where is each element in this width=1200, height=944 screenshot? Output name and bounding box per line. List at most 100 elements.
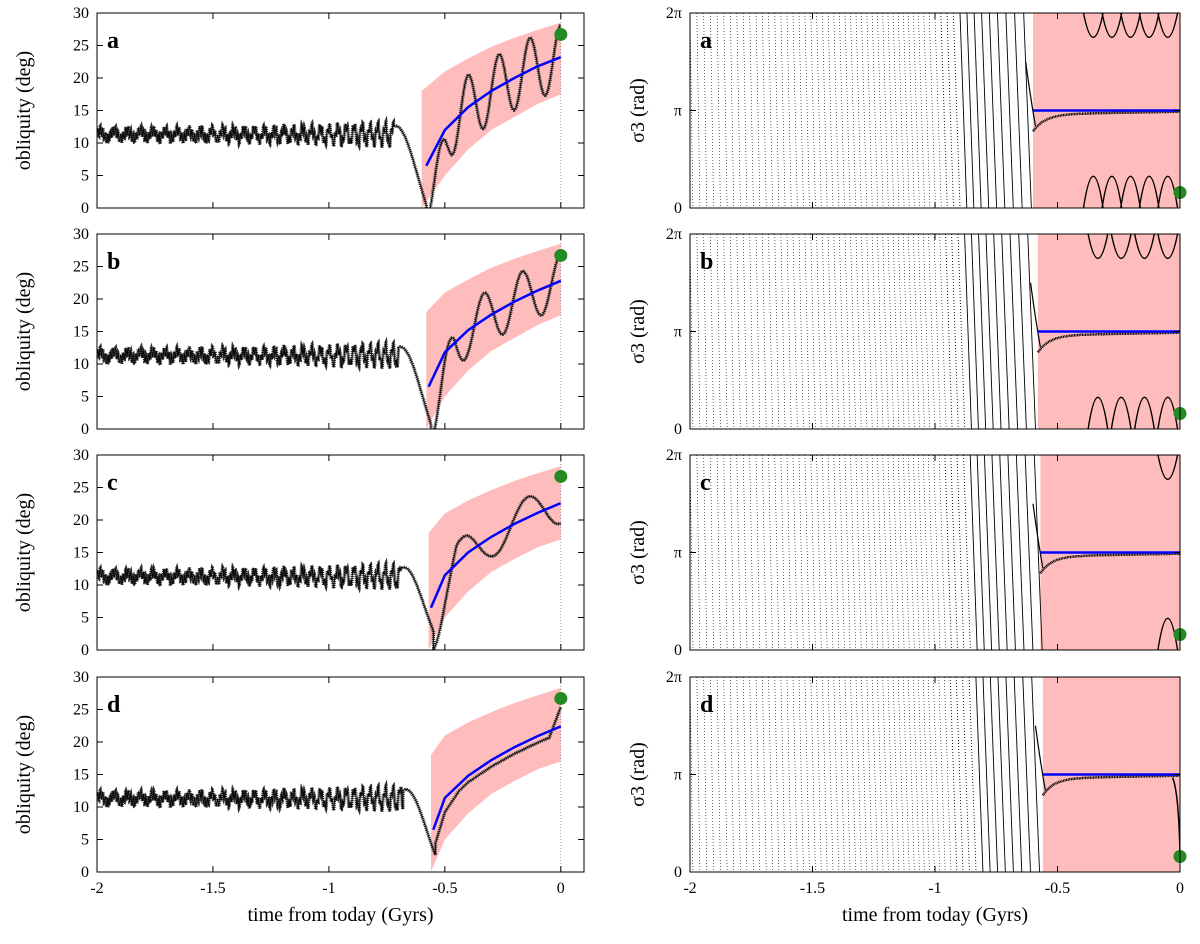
phase-streak [975,677,984,872]
capture-trace [1034,725,1046,791]
phase-streak [969,455,978,650]
libration-lobe [1110,234,1132,259]
libration-lobe [1157,234,1179,259]
phase-streak [877,677,884,872]
phase-streak [703,677,708,872]
libration-trace [1039,552,1180,575]
phase-streak [736,13,741,208]
phase-streak [833,677,840,872]
phase-streak [871,455,878,650]
y-tick-label: 20 [73,291,89,308]
y-tick-label: 5 [81,832,89,849]
band-area [430,688,561,872]
phase-streak [981,13,990,208]
phase-streak [736,234,741,429]
y-axis-label: obliquity (deg) [13,51,35,170]
phase-streak [1001,234,1010,429]
phase-streak [804,13,810,208]
phase-streak [690,455,694,650]
phase-streak [897,13,905,208]
phase-streak [798,677,804,872]
phase-streak [866,13,873,208]
panel-label: b [700,249,713,275]
chart-panel-sigma3-d: -2 -1.5 -1 -0.5 0 0 π 2π σ3 (rad) time from today… [627,669,1187,926]
plot-area [97,22,562,208]
y-tick-label: 2π [666,447,682,464]
y-tick-label: 0 [674,200,682,217]
y-tick-label: 10 [73,356,89,373]
chart-panel-obliquity-d: -2 -1.5 -1 -0.5 0 0 5 10 15 20 25 30 obliquity (deg)… [13,669,585,926]
y-tick-label: 20 [73,70,89,87]
y-tick-label: 0 [81,864,89,881]
libration-lobe [1110,396,1132,429]
phase-streak [997,677,1006,872]
phase-streak [786,455,792,650]
phase-streak [798,13,804,208]
y-tick-label: 2π [666,226,682,243]
phase-streak [755,234,761,429]
phase-streak [710,455,714,650]
phase-streak [988,13,998,208]
y-tick-label: 20 [73,734,89,751]
analytic-mean-line [432,725,562,831]
phase-streak [729,234,735,429]
phase-streak [710,677,714,872]
y-tick-label: 5 [81,389,89,406]
phase-streak [985,234,994,429]
phase-streak [696,234,701,429]
panel-label: c [107,470,118,496]
phase-streak [729,677,735,872]
phase-streak [822,677,828,872]
phase-streak [1014,13,1023,208]
band-area [428,466,561,650]
phase-streak [786,13,792,208]
phase-streak [964,234,972,429]
y-tick-label: 10 [73,577,89,594]
phase-streak [882,13,889,208]
phase-streak [902,234,910,429]
phase-streak [999,455,1008,650]
phase-streak [816,455,822,650]
phase-streak [957,234,966,429]
phase-streak [804,455,810,650]
y-tick-label: π [674,324,682,341]
phase-streak [922,677,930,872]
phase-streak [933,234,941,429]
phase-streak [877,13,884,208]
phase-streak [892,677,900,872]
chart-panel-obliquity-c: 0 5 10 15 20 25 30 obliquity (deg) c [13,447,585,659]
phase-streak [792,677,798,872]
phase-streak [897,455,905,650]
plot-area [97,688,563,872]
x-tick-label: -1.5 [200,880,225,897]
phase-streak [780,234,786,429]
phase-streak [774,234,780,429]
libration-lobe [1133,396,1155,429]
capture-trace [1025,61,1037,127]
phase-streak [933,455,941,650]
phase-streak [774,455,780,650]
y-tick-label: 10 [73,135,89,152]
libration-lobe [1120,13,1141,38]
phase-streak [729,13,735,208]
phase-streak [887,13,894,208]
obliquity-trace-core [97,496,561,650]
y-tick-label: 0 [81,200,89,217]
panel-label: c [700,470,711,496]
phase-streak [742,455,748,650]
phase-streak [792,455,798,650]
y-tick-label: 20 [73,512,89,529]
phase-streak [723,13,728,208]
y-axis-label: obliquity (deg) [13,493,35,612]
phase-streak [827,455,834,650]
panel-label: b [107,249,120,275]
phase-streak [887,455,894,650]
y-tick-label: 0 [674,421,682,438]
phase-streak [927,677,935,872]
analytic-mean-line [427,279,562,388]
y-axis-label: σ3 (rad) [627,520,649,585]
phase-streak [742,677,748,872]
phase-streak [855,13,862,208]
phase-streak [768,234,773,429]
phase-streak [755,13,761,208]
